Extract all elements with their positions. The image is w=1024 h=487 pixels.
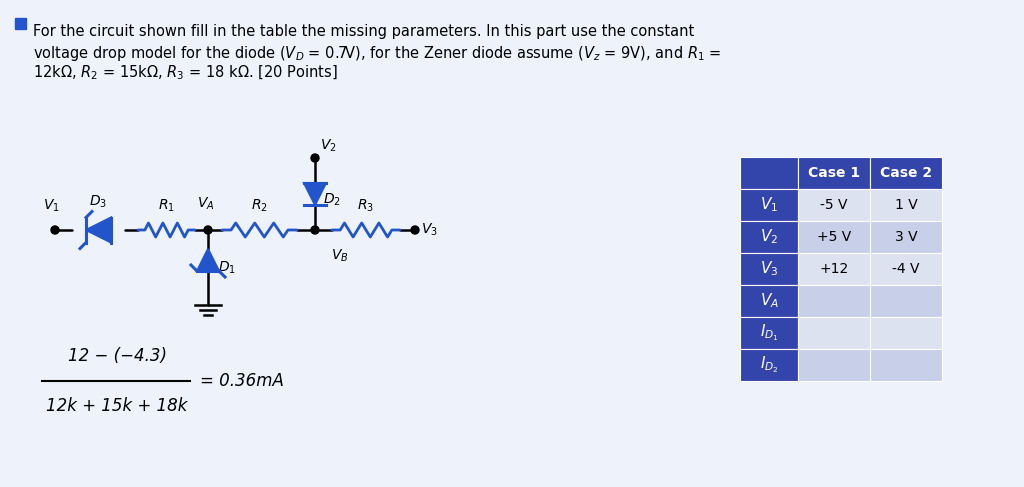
Bar <box>740 189 798 221</box>
Bar <box>740 221 798 253</box>
Bar <box>798 221 870 253</box>
Bar <box>798 285 870 317</box>
Text: +5 V: +5 V <box>817 230 851 244</box>
Circle shape <box>51 226 59 234</box>
Circle shape <box>204 226 212 234</box>
Polygon shape <box>86 218 111 243</box>
Text: $V_B$: $V_B$ <box>331 248 348 264</box>
Text: $V_3$: $V_3$ <box>760 260 778 279</box>
Text: $D_3$: $D_3$ <box>89 194 108 210</box>
Text: $V_A$: $V_A$ <box>760 292 778 310</box>
Text: $V_A$: $V_A$ <box>198 196 215 212</box>
Text: $I_{D_2}$: $I_{D_2}$ <box>760 355 778 375</box>
Bar <box>798 253 870 285</box>
Text: +12: +12 <box>819 262 849 276</box>
Text: 12k + 15k + 18k: 12k + 15k + 18k <box>46 397 187 415</box>
Text: $V_1$: $V_1$ <box>43 198 59 214</box>
Text: $R_2$: $R_2$ <box>251 198 268 214</box>
Text: 12k$\Omega$, $R_2$ = 15k$\Omega$, $R_3$ = 18 k$\Omega$. [20 Points]: 12k$\Omega$, $R_2$ = 15k$\Omega$, $R_3$ … <box>33 64 338 82</box>
Polygon shape <box>197 249 219 271</box>
Text: $R_1$: $R_1$ <box>158 198 175 214</box>
Text: $R_3$: $R_3$ <box>357 198 375 214</box>
Text: -4 V: -4 V <box>892 262 920 276</box>
Text: 12 − (−4.3): 12 − (−4.3) <box>68 347 167 365</box>
Bar <box>798 317 870 349</box>
Bar <box>798 157 870 189</box>
Bar <box>870 285 942 317</box>
Text: Case 1: Case 1 <box>808 166 860 180</box>
Text: For the circuit shown fill in the table the missing parameters. In this part use: For the circuit shown fill in the table … <box>33 24 694 39</box>
Text: Case 2: Case 2 <box>880 166 932 180</box>
Text: $V_1$: $V_1$ <box>760 196 778 214</box>
Bar <box>870 189 942 221</box>
Bar <box>870 349 942 381</box>
Text: 1 V: 1 V <box>895 198 918 212</box>
Bar <box>870 221 942 253</box>
Text: $V_2$: $V_2$ <box>760 227 778 246</box>
Bar <box>870 317 942 349</box>
Text: $D_2$: $D_2$ <box>323 192 341 208</box>
Text: $V_3$: $V_3$ <box>421 222 438 238</box>
Bar <box>740 253 798 285</box>
Text: -5 V: -5 V <box>820 198 848 212</box>
Text: 3 V: 3 V <box>895 230 918 244</box>
Text: voltage drop model for the diode ($V_D$ = 0.7V), for the Zener diode assume ($V_: voltage drop model for the diode ($V_D$ … <box>33 44 722 63</box>
Bar <box>740 349 798 381</box>
Bar <box>15 18 26 29</box>
Bar <box>798 189 870 221</box>
Bar <box>870 157 942 189</box>
Bar <box>740 317 798 349</box>
Text: $V_2$: $V_2$ <box>319 138 337 154</box>
Bar <box>740 285 798 317</box>
Text: = 0.36mA: = 0.36mA <box>200 372 284 390</box>
Text: $D_1$: $D_1$ <box>218 260 236 276</box>
Bar <box>870 253 942 285</box>
Circle shape <box>411 226 419 234</box>
Polygon shape <box>304 183 326 205</box>
Bar <box>798 349 870 381</box>
Circle shape <box>311 154 319 162</box>
Bar <box>740 157 798 189</box>
Circle shape <box>311 226 319 234</box>
Text: $I_{D_1}$: $I_{D_1}$ <box>760 323 778 343</box>
